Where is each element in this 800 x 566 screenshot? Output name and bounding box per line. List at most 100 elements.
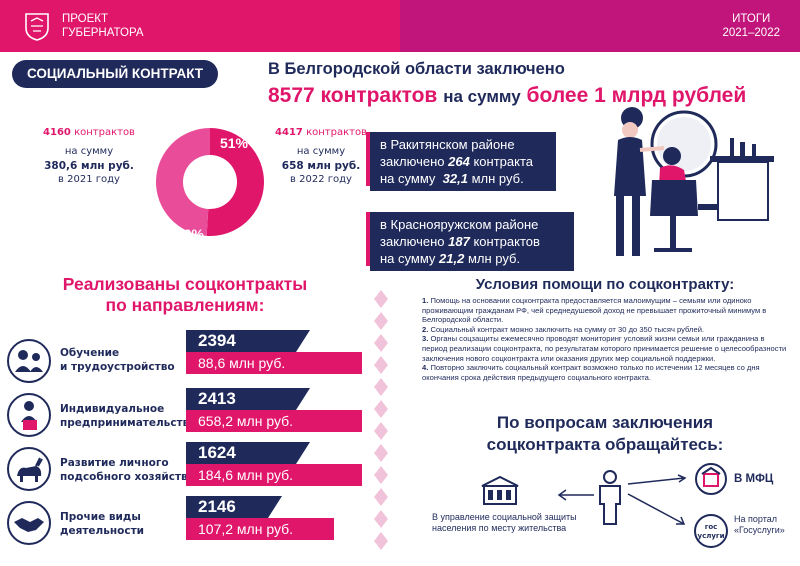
condition-2-number: 2. xyxy=(422,324,429,334)
directions-title-line1: Реализованы соцконтракты xyxy=(62,274,308,294)
gos-badge-part1: гос xyxy=(704,523,718,531)
directions-title-line2: по направлениям: xyxy=(105,295,265,315)
direction-1-label-line1: Обучение xyxy=(60,347,120,359)
direction-3-label-line2: подсобного хозяйства xyxy=(60,471,195,483)
condition-3-text: Органы соцзащиты ежемесячно проводят мон… xyxy=(422,334,787,363)
training-icon xyxy=(7,339,51,383)
condition-item: 3. Органы соцзащиты ежемесячно проводят … xyxy=(422,334,790,363)
direction-sum-other: 107,2 млн руб. xyxy=(186,518,334,540)
direction-4-label-line2: деятельности xyxy=(60,525,145,537)
handshake-icon xyxy=(7,501,51,545)
district-2-line1: в Краснояружском районе xyxy=(380,217,539,232)
district-card-rakitnoe: в Ракитянском районе заключено 264 контр… xyxy=(370,132,556,191)
direction-count-wedge xyxy=(296,388,310,410)
contact-social-line2: населения по месту жительства xyxy=(432,523,567,533)
mfc-icon xyxy=(695,463,727,495)
section-badge: СОЦИАЛЬНЫЙ КОНТРАКТ xyxy=(12,60,218,88)
district-accent-2 xyxy=(366,212,372,266)
sum-label-2022: на сумму xyxy=(296,146,346,157)
gosuslugi-logo-icon: гос услуги xyxy=(694,514,728,548)
condition-3-number: 3. xyxy=(422,334,429,344)
direction-1-label-line2: и трудоустройство xyxy=(60,361,175,373)
district-1-amount: 32,1 xyxy=(442,171,468,186)
district-2-suffix: контрактов xyxy=(473,234,540,249)
contact-portal-line1: На портал xyxy=(734,514,777,524)
district-1-sum-prefix: на сумму xyxy=(380,171,436,186)
section-divider xyxy=(374,290,388,550)
header-right-panel xyxy=(400,0,800,52)
conditions-title: Условия помощи по соцконтракту: xyxy=(475,276,735,293)
condition-1-text: Помощь на основании соцконтракта предост… xyxy=(422,296,767,325)
district-accent-1 xyxy=(366,132,372,186)
contact-social-line1: В управление социальной защиты xyxy=(432,512,577,522)
gos-badge-part2: услуги xyxy=(697,532,725,540)
direction-count-wedge xyxy=(296,330,310,352)
direction-count-wedge xyxy=(268,496,282,518)
district-1-prefix: заключено xyxy=(380,154,445,169)
direction-label-training: Обучение и трудоустройство xyxy=(60,346,175,374)
contact-title-line2: соцконтракта обращайтесь: xyxy=(486,435,724,454)
contact-mfc: В МФЦ xyxy=(734,473,774,485)
amount-2021: 380,6 млн руб. xyxy=(44,160,134,172)
stats-2021: 4160 контрактов на сумму 380,6 млн руб. … xyxy=(14,126,164,187)
district-2-unit: млн руб. xyxy=(467,251,521,266)
direction-sum-farm: 184,6 млн руб. xyxy=(186,464,362,486)
stats-2022: 4417 контрактов на сумму 658 млн руб. в … xyxy=(246,126,396,187)
district-1-unit: млн руб. xyxy=(471,171,524,186)
headline-intro: В Белгородской области заключено xyxy=(268,60,565,78)
condition-item: 4. Повторно заключить социальный контрак… xyxy=(422,363,790,382)
direction-label-farm: Развитие личного подсобного хозяйства xyxy=(60,456,195,484)
contact-portal-line2: «Госуслуги» xyxy=(734,525,785,535)
business-icon xyxy=(7,393,51,437)
donut-segment-2022 xyxy=(206,128,265,236)
sum-label-2021: на сумму xyxy=(64,146,114,157)
year-2021-text: в 2021 году xyxy=(58,174,120,185)
direction-count-wedge xyxy=(296,442,310,464)
district-1-count: 264 xyxy=(448,154,470,169)
donut-label-2022: 51% xyxy=(220,135,249,151)
results-label: ИТОГИ 2021–2022 xyxy=(722,12,780,40)
condition-4-number: 4. xyxy=(422,363,429,373)
results-years: 2021–2022 xyxy=(722,27,780,39)
direction-count-other: 2146 xyxy=(186,496,268,518)
count-2022: 4417 xyxy=(275,127,303,138)
direction-2-label-line1: Индивидуальное xyxy=(60,403,165,415)
farm-icon xyxy=(7,447,51,491)
direction-count-farm: 1624 xyxy=(186,442,296,464)
condition-1-number: 1. xyxy=(422,296,429,305)
direction-arrows-icon xyxy=(627,474,687,525)
condition-2-text: Социальный контракт можно заключить на с… xyxy=(430,324,705,334)
governor-emblem-icon xyxy=(25,13,49,41)
header-left-panel xyxy=(0,0,400,52)
headline-count: 8577 контрактов xyxy=(268,84,438,107)
donut-segment-2021 xyxy=(156,128,210,236)
direction-label-other: Прочие виды деятельности xyxy=(60,510,144,538)
direction-count-business: 2413 xyxy=(186,388,296,410)
results-line-1: ИТОГИ xyxy=(732,13,771,25)
district-2-amount: 21,2 xyxy=(439,251,465,266)
citizen-icon xyxy=(599,470,621,525)
header-banner: ПРОЕКТ ГУБЕРНАТОРА ИТОГИ 2021–2022 xyxy=(0,0,800,52)
direction-4-label-line1: Прочие виды xyxy=(60,511,141,523)
year-2022-text: в 2022 году xyxy=(290,174,352,185)
arrow-left-icon xyxy=(557,489,594,501)
direction-2-label-line2: предпринимательство xyxy=(60,417,197,429)
contact-title-line1: По вопросам заключения xyxy=(496,413,714,432)
contact-gosuslugi: На портал «Госуслуги» xyxy=(734,514,785,536)
district-card-krasnaya-yaruga: в Краснояружском районе заключено 187 ко… xyxy=(370,212,574,271)
condition-item: 1. Помощь на основании соцконтракта пред… xyxy=(422,296,790,325)
directions-title: Реализованы соцконтракты по направлениям… xyxy=(40,274,330,316)
project-line-1: ПРОЕКТ xyxy=(62,13,109,25)
project-line-2: ГУБЕРНАТОРА xyxy=(62,27,144,39)
contracts-donut-chart: 51% 49% xyxy=(156,128,265,242)
district-2-prefix: заключено xyxy=(380,234,445,249)
count-2022-suffix: контрактов xyxy=(306,127,367,138)
contact-title: По вопросам заключения соцконтракта обра… xyxy=(450,412,760,456)
condition-item: 2. Социальный контракт можно заключить н… xyxy=(422,325,790,335)
direction-label-business: Индивидуальное предпринимательство xyxy=(60,402,197,430)
district-2-sum-prefix: на сумму xyxy=(380,251,436,266)
headline-amount: более 1 млрд рублей xyxy=(526,84,747,107)
conditions-list: 1. Помощь на основании соцконтракта пред… xyxy=(422,296,790,382)
contact-social-protection: В управление социальной защиты населения… xyxy=(432,512,602,534)
hair-salon-illustration xyxy=(614,107,774,256)
